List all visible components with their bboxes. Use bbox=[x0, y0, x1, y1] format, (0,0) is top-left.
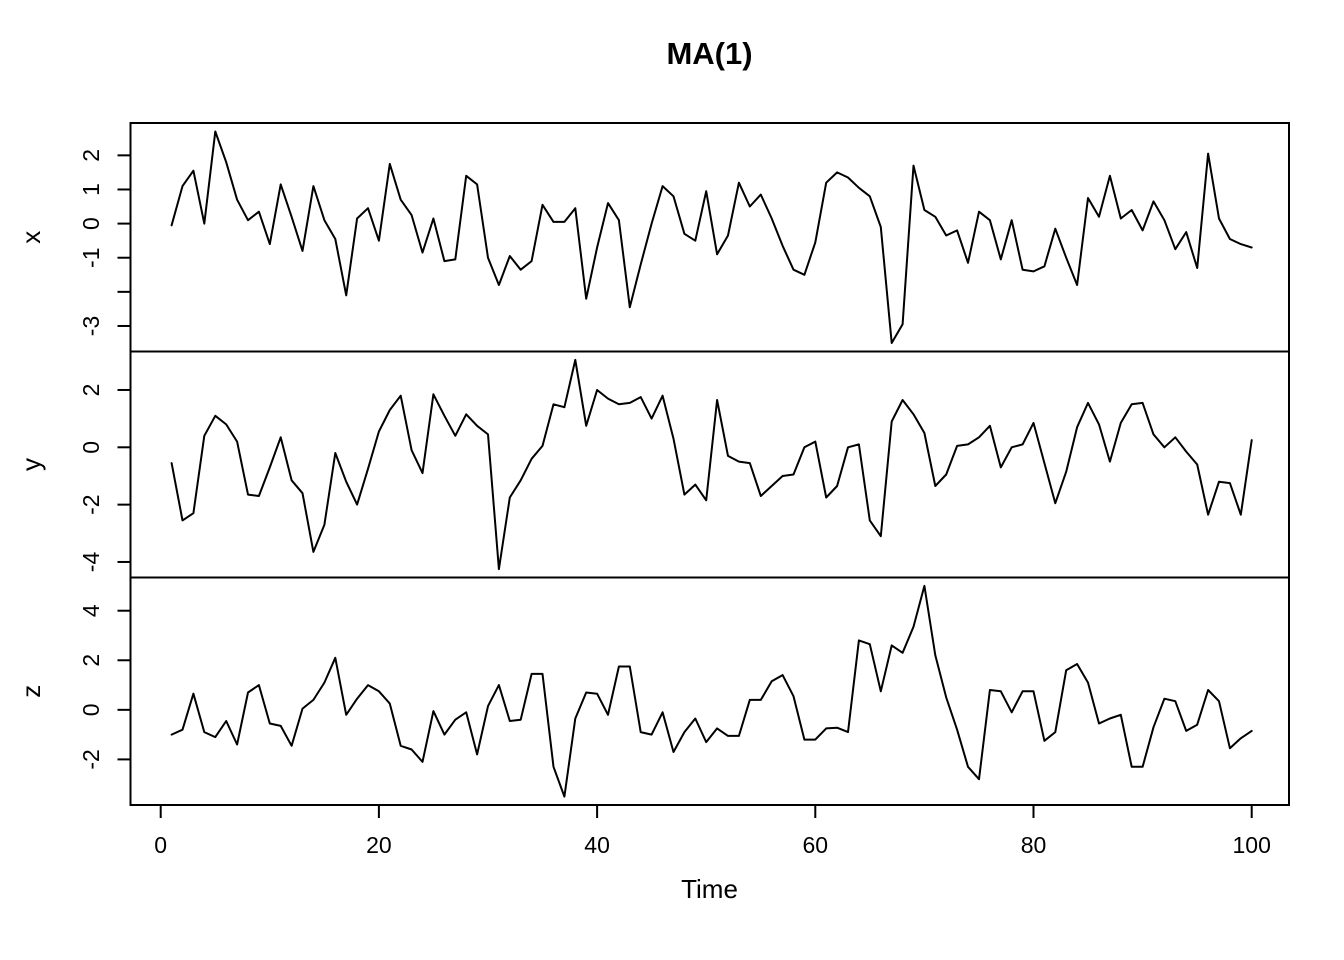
panel-label-z: z bbox=[16, 685, 46, 698]
y-tick-label-z: 2 bbox=[78, 654, 104, 667]
y-tick-label-y: -2 bbox=[78, 494, 104, 514]
y-tick-label-z: 0 bbox=[78, 703, 104, 716]
y-tick-label-y: -4 bbox=[78, 552, 104, 573]
x-tick-label: 0 bbox=[154, 832, 167, 858]
y-tick-label-x: 1 bbox=[78, 183, 104, 196]
y-tick-label-y: 0 bbox=[78, 441, 104, 454]
x-tick-label: 20 bbox=[366, 832, 392, 858]
y-tick-label-x: 2 bbox=[78, 149, 104, 162]
chart-title: MA(1) bbox=[666, 36, 753, 71]
series-line-z bbox=[170, 584, 1253, 798]
x-tick-label: 60 bbox=[803, 832, 829, 858]
x-tick-label: 80 bbox=[1021, 832, 1047, 858]
y-tick-label-z: -2 bbox=[78, 749, 104, 769]
panel-box-z bbox=[129, 576, 1290, 806]
y-tick-label-y: 2 bbox=[78, 384, 104, 397]
y-tick-label-x: -1 bbox=[78, 247, 104, 267]
x-axis-title: Time bbox=[681, 874, 738, 904]
series-line-x bbox=[170, 130, 1253, 344]
x-tick-label: 40 bbox=[584, 832, 610, 858]
x-tick-label: 100 bbox=[1233, 832, 1271, 858]
panel-label-x: x bbox=[16, 231, 46, 244]
y-tick-label-z: 4 bbox=[78, 604, 104, 617]
y-tick-label-x: -3 bbox=[78, 316, 104, 336]
series-line-y bbox=[170, 358, 1253, 571]
panel-label-y: y bbox=[16, 458, 46, 471]
y-tick-label-x: 0 bbox=[78, 217, 104, 230]
